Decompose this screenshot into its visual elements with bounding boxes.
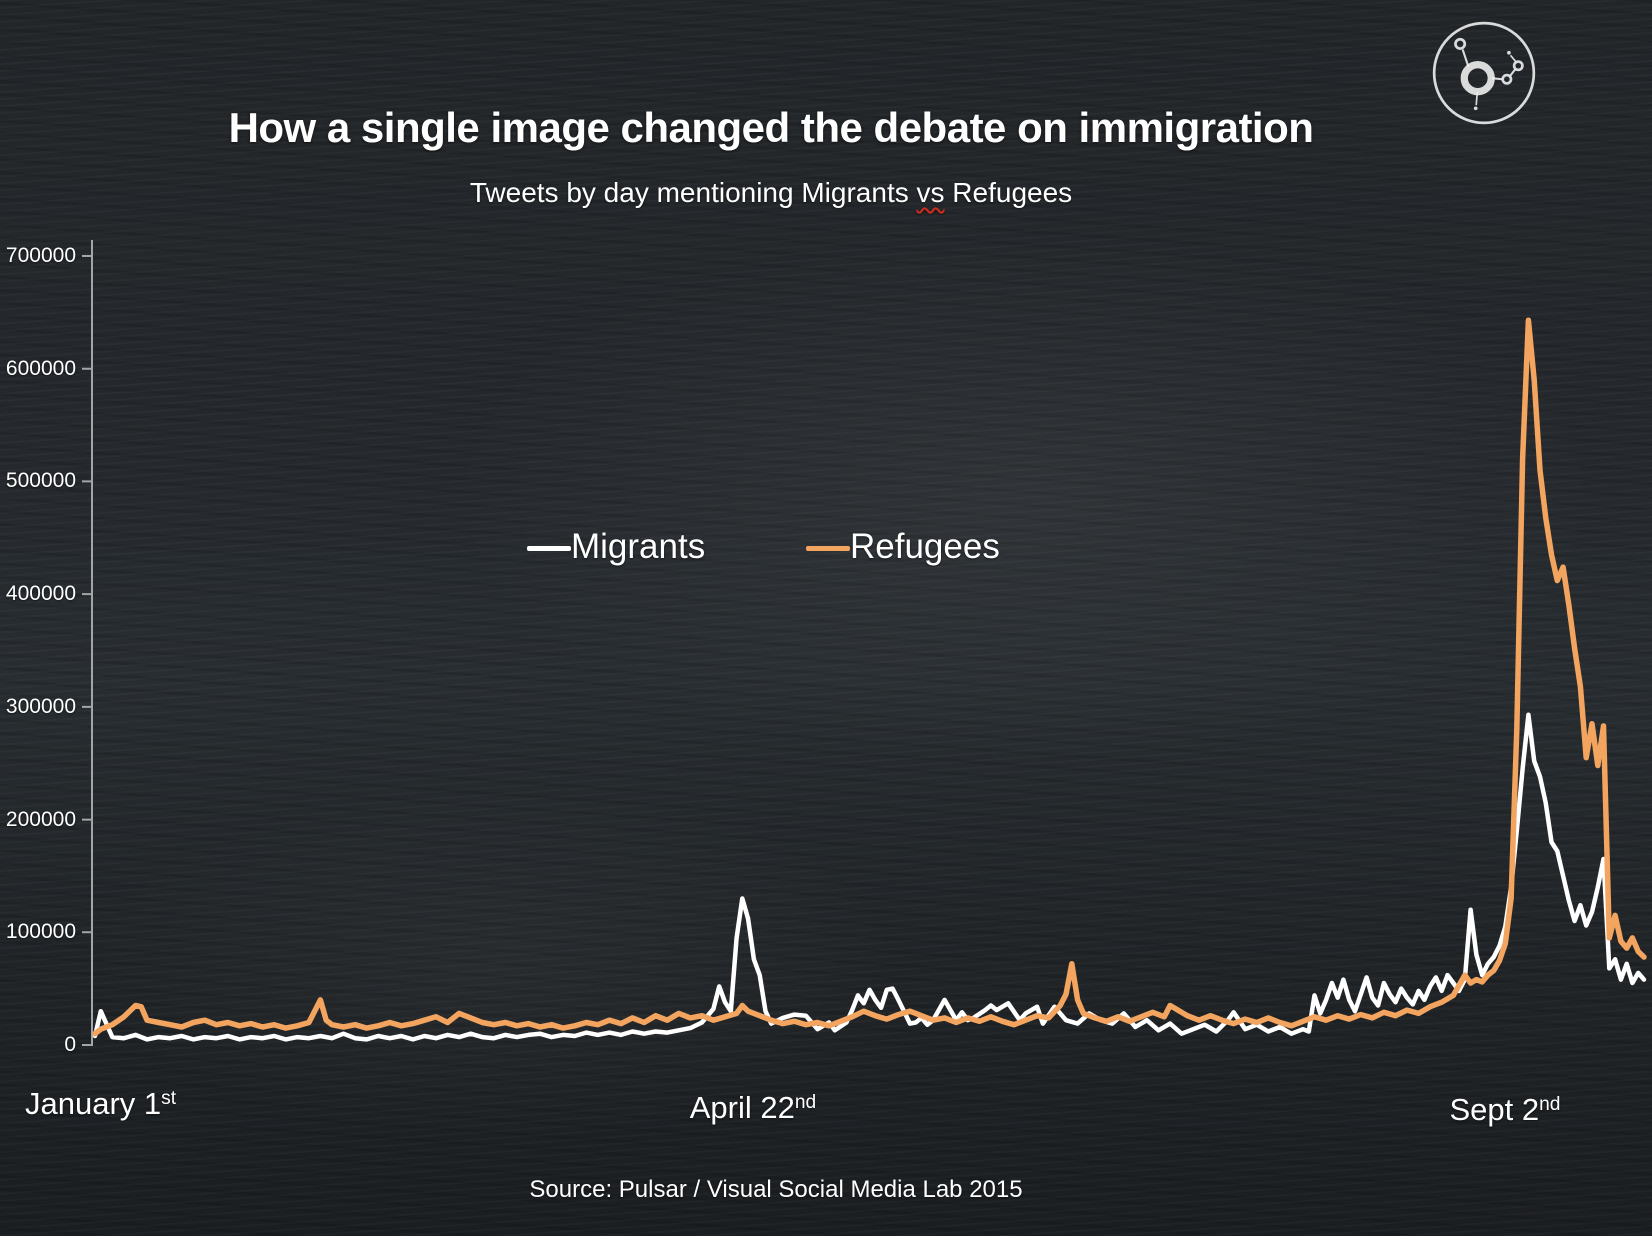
subtitle-text: Tweets by day mentioning Migrants: [469, 177, 917, 208]
y-axis-tick-label: 300000: [5, 694, 76, 718]
legend-label-refugees: Refugees: [850, 527, 1000, 566]
legend-item-refugees: Refugees: [806, 527, 1000, 567]
migrants-line-swatch: [527, 546, 571, 551]
x-axis-label-sept-2: Sept 2nd: [1392, 1092, 1618, 1128]
chart-legend: Migrants Refugees: [0, 527, 1652, 577]
x-axis-label-april-22: April 22nd: [638, 1090, 868, 1126]
refugees-line: [92, 317, 1647, 1037]
pulsar-logo-icon: [1432, 21, 1536, 125]
page-title: How a single image changed the debate on…: [228, 104, 1314, 151]
chart-subtitle: Tweets by day mentioning Migrants vs Ref…: [0, 177, 1542, 209]
y-axis-line: [82, 240, 93, 1046]
refugees-line-swatch: [806, 546, 850, 551]
x-label-text: January 1: [25, 1086, 162, 1121]
subtitle-text-tail: Refugees: [944, 177, 1073, 208]
y-axis-tick-label: 0: [64, 1033, 76, 1056]
y-axis-tick-label: 200000: [5, 807, 76, 831]
x-label-ordinal: nd: [794, 1092, 817, 1114]
x-axis-label-january-1: January 1st: [25, 1086, 176, 1122]
legend-item-migrants: Migrants: [527, 527, 705, 567]
migrants-line: [92, 712, 1647, 1042]
y-axis-tick-label: 400000: [5, 582, 76, 606]
subtitle-vs-misspell-underline: vs: [916, 177, 945, 208]
y-axis-tick-label: 500000: [5, 469, 76, 493]
x-label-text: Sept 2: [1449, 1092, 1540, 1127]
x-label-ordinal: nd: [1539, 1094, 1561, 1116]
y-axis-tick-label: 100000: [5, 920, 76, 944]
y-axis-tick-label: 700000: [5, 244, 76, 267]
x-label-text: April 22: [689, 1090, 795, 1125]
x-label-ordinal: st: [161, 1088, 177, 1110]
source-credit: Source: Pulsar / Visual Social Media Lab…: [529, 1176, 1023, 1203]
legend-label-migrants: Migrants: [571, 527, 706, 566]
y-axis-tick-label: 600000: [5, 356, 76, 380]
